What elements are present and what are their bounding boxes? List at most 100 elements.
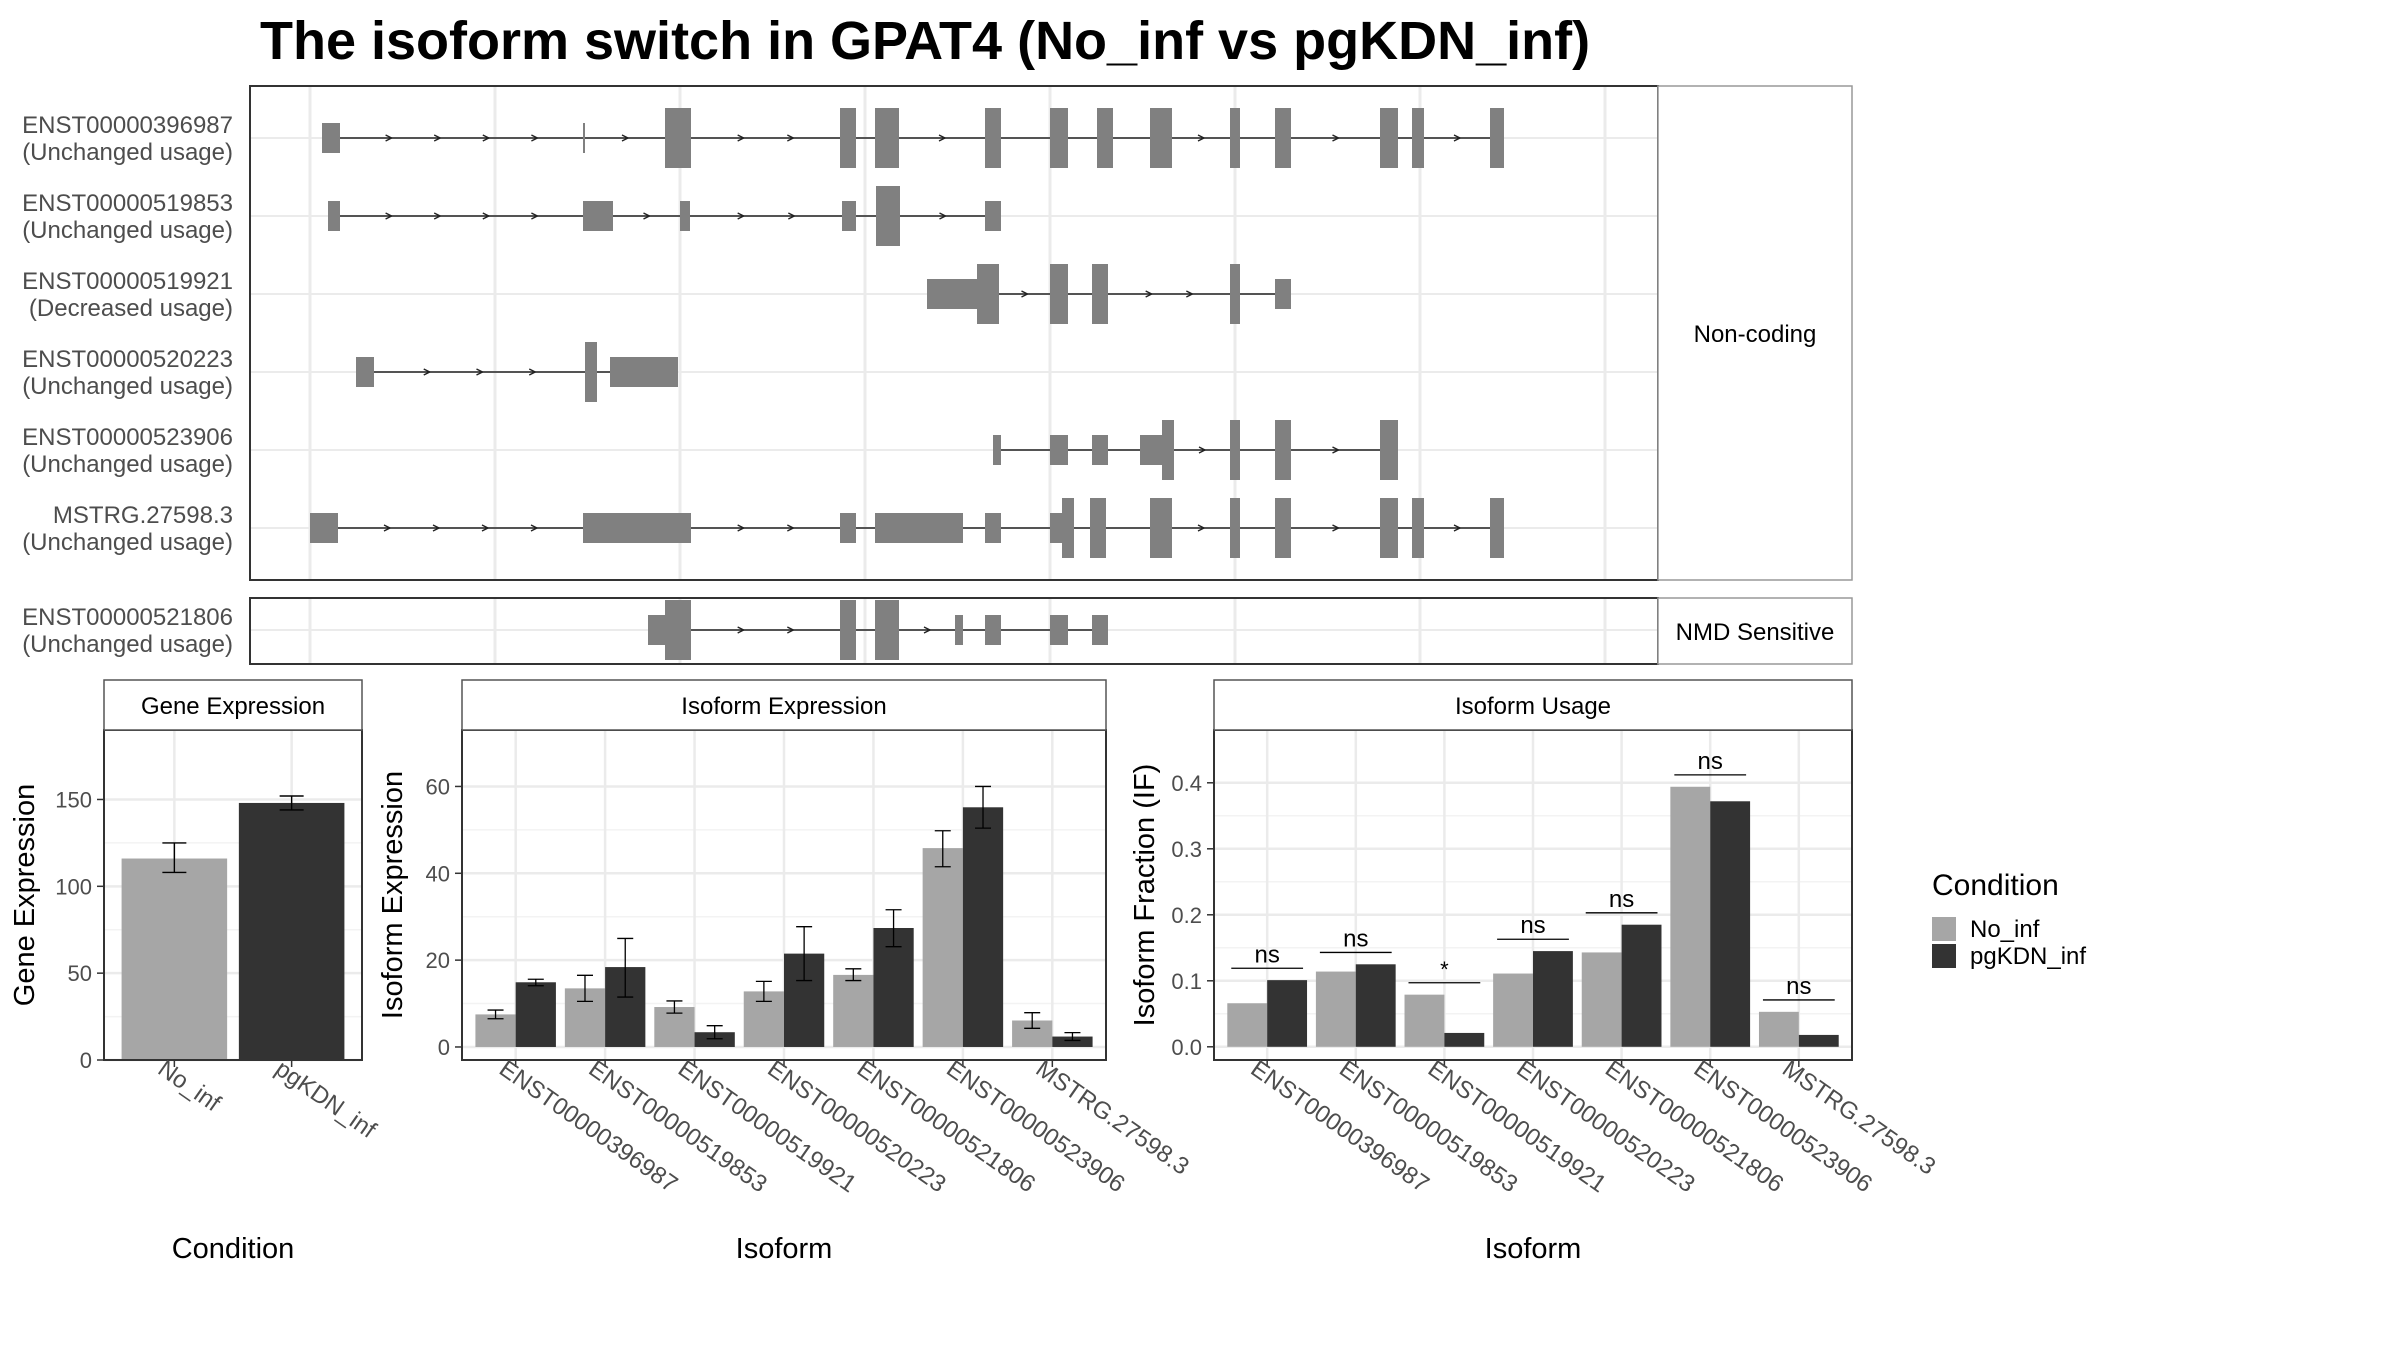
transcript-ENST00000396987-exon-1 bbox=[583, 123, 585, 153]
transcript-id-label-0: ENST00000396987 bbox=[22, 112, 233, 139]
chart-0-title: Gene Expression bbox=[141, 693, 325, 720]
chart-1-bar-ENST00000519921-pgKDN_inf bbox=[694, 1032, 735, 1047]
transcript-ENST00000521806-strand-arrow bbox=[737, 626, 746, 634]
transcript-id-label-5: MSTRG.27598.3 bbox=[53, 502, 233, 529]
transcript-ENST00000396987-exon-4 bbox=[875, 108, 899, 168]
chart-0-errorbar-pgKDN_inf bbox=[279, 795, 304, 811]
transcript-MSTRG.27598.3-exon-6 bbox=[1062, 498, 1074, 558]
transcript-ENST00000396987-exon-9 bbox=[1230, 108, 1240, 168]
chart-1-ytick-label-0: 0 bbox=[438, 1035, 450, 1060]
transcript-ENST00000521806-exon-0 bbox=[648, 615, 666, 645]
transcript-ENST00000396987-exon-7 bbox=[1097, 108, 1113, 168]
transcript-ENST00000519921-strand-arrow bbox=[1186, 290, 1194, 298]
transcript-ENST00000521806-exon-3 bbox=[875, 600, 899, 660]
transcript-MSTRG.27598.3-exon-13 bbox=[1490, 498, 1504, 558]
chart-2-bar-ENST00000520223-pgKDN_inf bbox=[1533, 951, 1573, 1047]
chart-2-bar-MSTRG.27598.3-pgKDN_inf bbox=[1798, 1034, 1839, 1047]
legend-label-No_inf: No_inf bbox=[1970, 916, 2040, 943]
chart-1-ytick-label-3: 60 bbox=[426, 774, 450, 799]
transcript-ENST00000396987-strand-arrow bbox=[787, 134, 795, 142]
transcript-ENST00000396987-strand-arrow bbox=[1453, 134, 1462, 142]
transcript-usage-label-2: (Decreased usage) bbox=[29, 295, 233, 322]
chart-2-title-strip bbox=[1213, 679, 1853, 731]
transcript-ENST00000519853-exon-5 bbox=[985, 201, 1001, 231]
transcript-ENST00000523906-exon-2 bbox=[1092, 435, 1108, 465]
chart-1-xtick-label-6: MSTRG.27598.3 bbox=[1031, 1055, 1194, 1180]
chart-1-errorbar-ENST00000519853-pgKDN_inf bbox=[617, 937, 634, 998]
nmd-strip bbox=[1657, 597, 1853, 665]
transcript-ENST00000396987-strand-arrow bbox=[385, 134, 394, 142]
chart-1-errorbar-ENST00000519921-No_inf bbox=[666, 1000, 683, 1014]
chart-1-errorbar-ENST00000519921-pgKDN_inf bbox=[706, 1025, 723, 1040]
chart-1-errorbar-ENST00000520223-No_inf bbox=[755, 980, 772, 1003]
transcript-ENST00000523906-exon-5 bbox=[1230, 420, 1240, 480]
chart-2-significance-label-ENST00000520223: ns bbox=[1520, 912, 1545, 939]
transcript-ENST00000396987-exon-6 bbox=[1050, 108, 1068, 168]
transcript-MSTRG.27598.3-exon-10 bbox=[1275, 498, 1291, 558]
transcript-ENST00000519853-exon-4 bbox=[876, 186, 900, 246]
chart-1-errorbar-ENST00000523906-pgKDN_inf bbox=[975, 785, 992, 829]
chart-2-significance-label-ENST00000519921: * bbox=[1440, 957, 1449, 982]
chart-1-errorbar-MSTRG.27598.3-No_inf bbox=[1024, 1012, 1041, 1029]
transcript-ENST00000519853-strand-arrow bbox=[482, 212, 491, 220]
transcript-ENST00000396987-strand-arrow bbox=[531, 134, 539, 142]
transcript-ENST00000396987-exon-3 bbox=[840, 108, 856, 168]
chart-2-ytick-label-3: 0.3 bbox=[1171, 837, 1202, 862]
transcript-ENST00000519853-strand-arrow bbox=[939, 212, 948, 220]
transcript-ENST00000396987-exon-2 bbox=[665, 108, 691, 168]
chart-1-bar-ENST00000396987-No_inf bbox=[475, 1014, 516, 1047]
transcript-MSTRG.27598.3 bbox=[310, 498, 1504, 558]
chart-0-ytick-label-1: 50 bbox=[68, 961, 92, 986]
chart-0-ytick-label-3: 150 bbox=[55, 787, 92, 812]
transcript-ENST00000519853-exon-1 bbox=[583, 201, 613, 231]
legend-swatch-No_inf bbox=[1932, 917, 1956, 941]
transcript-ENST00000520223-strand-arrow bbox=[528, 368, 537, 376]
chart-1-title-strip bbox=[461, 679, 1107, 731]
transcript-ENST00000520223-exon-2 bbox=[610, 357, 678, 387]
transcript-ENST00000523906-exon-7 bbox=[1380, 420, 1398, 480]
noncoding-panel-background bbox=[250, 86, 1658, 580]
transcript-id-label-4: ENST00000523906 bbox=[22, 424, 233, 451]
chart-2-ytick-label-0: 0.0 bbox=[1171, 1035, 1202, 1060]
noncoding-strip-label: Non-coding bbox=[1694, 321, 1817, 348]
transcript-usage-label-5: (Unchanged usage) bbox=[22, 529, 233, 556]
chart-1-errorbar-ENST00000521806-pgKDN_inf bbox=[885, 909, 902, 948]
transcript-MSTRG.27598.3-strand-arrow bbox=[1197, 524, 1206, 532]
chart-1-ytick-label-1: 20 bbox=[426, 948, 450, 973]
chart-1-title: Isoform Expression bbox=[681, 693, 886, 720]
transcript-ENST00000523906-exon-1 bbox=[1050, 435, 1068, 465]
chart-2-significance-label-MSTRG.27598.3: ns bbox=[1786, 973, 1811, 1000]
transcript-MSTRG.27598.3-strand-arrow bbox=[1453, 524, 1462, 532]
chart-0-xtick-label-0: No_inf bbox=[153, 1055, 226, 1117]
legend-swatch-pgKDN_inf bbox=[1932, 944, 1956, 968]
chart-2-bar-ENST00000396987-No_inf bbox=[1227, 1003, 1268, 1047]
transcript-MSTRG.27598.3-exon-0 bbox=[310, 513, 338, 543]
transcript-MSTRG.27598.3-exon-4 bbox=[985, 513, 1001, 543]
transcript-ENST00000396987-exon-12 bbox=[1412, 108, 1424, 168]
transcript-ENST00000520223-strand-arrow bbox=[423, 368, 432, 376]
transcript-ENST00000519921-exon-1 bbox=[977, 264, 999, 324]
transcript-ENST00000520223-strand-arrow bbox=[476, 368, 485, 376]
transcript-id-label-6: ENST00000521806 bbox=[22, 604, 233, 631]
transcript-ENST00000396987-exon-8 bbox=[1150, 108, 1172, 168]
chart-1-errorbar-MSTRG.27598.3-pgKDN_inf bbox=[1064, 1031, 1081, 1042]
transcript-ENST00000523906-exon-0 bbox=[993, 435, 1001, 465]
chart-2-xlabel: Isoform bbox=[1485, 1233, 1582, 1265]
chart-1-errorbar-ENST00000396987-No_inf bbox=[487, 1009, 504, 1020]
transcript-MSTRG.27598.3-exon-3 bbox=[875, 513, 963, 543]
chart-2-significance-label-ENST00000521806: ns bbox=[1609, 886, 1634, 913]
transcript-ENST00000519853-strand-arrow bbox=[643, 212, 652, 220]
transcript-ENST00000523906-strand-arrow bbox=[1198, 446, 1207, 454]
transcript-MSTRG.27598.3-exon-7 bbox=[1090, 498, 1106, 558]
transcript-MSTRG.27598.3-strand-arrow bbox=[737, 524, 746, 532]
chart-2-bar-ENST00000519921-pgKDN_inf bbox=[1444, 1032, 1485, 1047]
chart-2-bar-ENST00000521806-pgKDN_inf bbox=[1621, 924, 1662, 1047]
chart-0-ytick-label-2: 100 bbox=[55, 874, 92, 899]
figure-title: The isoform switch in GPAT4 (No_inf vs p… bbox=[260, 11, 1591, 71]
transcript-ENST00000519853-exon-2 bbox=[680, 201, 690, 231]
transcript-ENST00000521806-exon-2 bbox=[840, 600, 856, 660]
transcript-ENST00000520223 bbox=[356, 342, 678, 402]
transcript-ENST00000521806-exon-1 bbox=[665, 600, 691, 660]
transcript-MSTRG.27598.3-strand-arrow bbox=[432, 524, 441, 532]
